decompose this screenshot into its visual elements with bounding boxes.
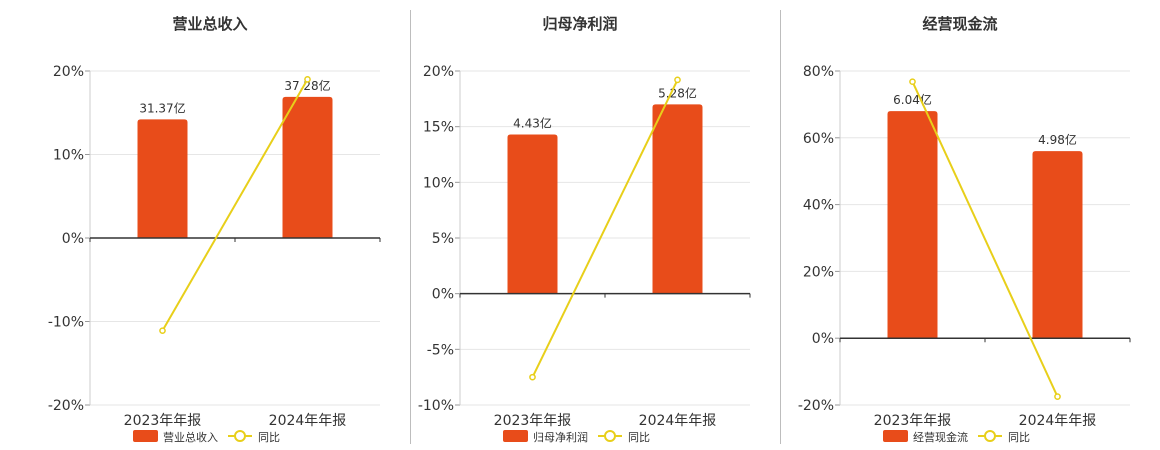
yoy-point	[674, 76, 681, 84]
bar	[282, 96, 333, 238]
x-category-label: 2023年年报	[124, 413, 202, 429]
bar	[507, 134, 558, 294]
bar-data-label: 6.04亿	[893, 92, 932, 107]
bar-data-label: 4.43亿	[513, 115, 552, 130]
y-tick-label: -20%	[798, 398, 834, 414]
legend-bar-label: 归母净利润	[533, 430, 588, 444]
x-category-label: 2024年年报	[1019, 413, 1097, 429]
x-category-label: 2023年年报	[494, 413, 572, 429]
chart-panel-1: 营业总收入 20% 10% 0% -10% -20% 31.37亿 37.28亿 2023年年报…	[48, 15, 381, 444]
chart-panel-3: 经营现金流 80% 60% 40% 20% 0% -20% 6.04亿 4.98亿 2023年年报…	[798, 15, 1131, 444]
chart-title: 归母净利润	[542, 15, 617, 33]
chart-title: 经营现金流	[922, 15, 997, 33]
legend: 归母净利润 同比	[503, 430, 650, 444]
y-tick-label: 15%	[423, 120, 454, 136]
yoy-point	[529, 373, 536, 381]
bar	[887, 111, 938, 339]
legend-bar-label: 经营现金流	[913, 430, 968, 444]
y-tick-label: 10%	[53, 148, 84, 164]
legend: 营业总收入 同比	[133, 430, 280, 444]
y-tick-label: 5%	[432, 231, 454, 247]
yoy-point	[304, 76, 311, 83]
legend-bar-swatch	[503, 430, 528, 442]
y-tick-label: 80%	[803, 64, 834, 80]
bar-data-label: 37.28亿	[284, 78, 330, 93]
legend-line-label: 同比	[1008, 431, 1030, 444]
bar	[137, 119, 188, 238]
bar-data-label: 5.28亿	[658, 85, 697, 100]
yoy-point	[159, 327, 166, 335]
y-tick-label: -5%	[427, 342, 454, 358]
legend-bar-swatch	[133, 430, 158, 442]
chart-title: 营业总收入	[172, 15, 247, 33]
y-tick-label: -20%	[48, 398, 84, 414]
x-category-label: 2024年年报	[639, 413, 717, 429]
bar	[1032, 151, 1083, 339]
yoy-point	[1054, 393, 1061, 400]
y-tick-label: 10%	[423, 175, 454, 191]
x-category-label: 2024年年报	[269, 413, 347, 429]
y-tick-label: 20%	[803, 264, 834, 280]
y-tick-label: 0%	[62, 231, 84, 247]
panel-divider	[410, 10, 411, 444]
y-tick-label: 0%	[812, 331, 834, 347]
panel-divider	[780, 10, 781, 444]
y-tick-label: -10%	[418, 398, 454, 414]
yoy-line	[911, 81, 1059, 398]
y-tick-label: -10%	[48, 315, 84, 331]
legend-line-marker	[984, 430, 996, 442]
y-tick-label: 0%	[432, 287, 454, 303]
chart-panel-2: 归母净利润 20% 15% 10% 5% 0% -5% -10% 4.43亿 5.28亿 2023年…	[418, 15, 751, 444]
y-tick-label: 40%	[803, 198, 834, 214]
yoy-point	[909, 78, 916, 86]
legend-bar-swatch	[883, 430, 908, 442]
y-tick-label: 20%	[423, 64, 454, 80]
yoy-line	[531, 79, 679, 378]
legend-line-label: 同比	[628, 431, 650, 444]
bar-data-label: 31.37亿	[139, 100, 185, 115]
legend-line-marker	[604, 430, 616, 442]
legend-line-label: 同比	[258, 431, 280, 444]
x-category-label: 2023年年报	[874, 413, 952, 429]
legend-line-marker	[234, 430, 246, 442]
y-tick-label: 20%	[53, 64, 84, 80]
y-tick-label: 60%	[803, 131, 834, 147]
legend-bar-label: 营业总收入	[163, 430, 218, 444]
yoy-line	[161, 78, 309, 332]
legend: 经营现金流 同比	[883, 430, 1030, 444]
bar-data-label: 4.98亿	[1038, 132, 1077, 147]
bar	[652, 104, 703, 294]
